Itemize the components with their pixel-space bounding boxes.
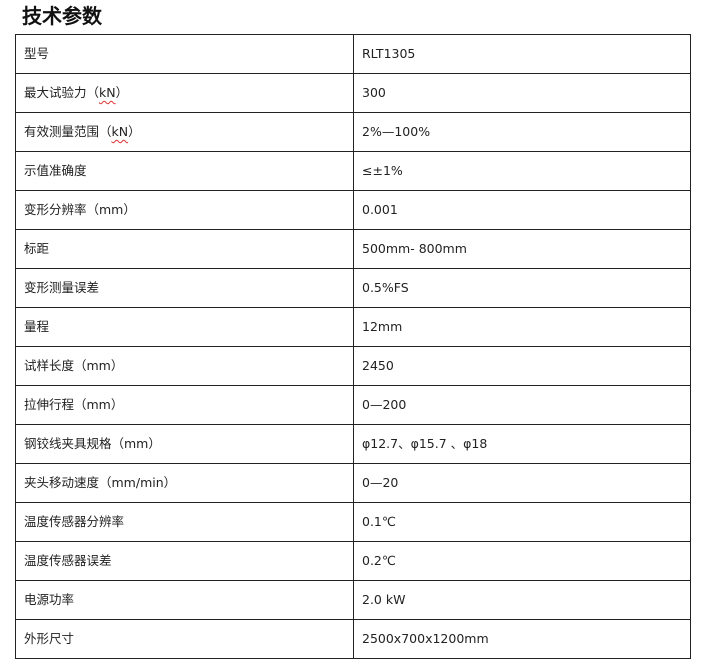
- spec-label: 试样长度（mm）: [15, 346, 354, 386]
- spec-label: 拉伸行程（mm）: [15, 385, 354, 425]
- spec-label: 电源功率: [15, 580, 354, 620]
- spec-row: 拉伸行程（mm） 0—200: [15, 385, 691, 425]
- spec-label: 夹头移动速度（mm/min）: [15, 463, 354, 503]
- spec-value: RLT1305: [353, 34, 691, 74]
- section-title: 技术参数: [22, 4, 102, 28]
- spec-label: 外形尺寸: [15, 619, 354, 659]
- label-part: 最大试验力（: [24, 85, 100, 100]
- spec-row: 有效测量范围（kN） 2%—100%: [15, 112, 691, 152]
- spec-label: 温度传感器误差: [15, 541, 354, 581]
- label-part: ）: [115, 85, 129, 100]
- spec-value: 2.0 kW: [353, 580, 691, 620]
- spec-label: 示值准确度: [15, 151, 354, 191]
- spec-value: φ12.7、φ15.7 、φ18: [353, 424, 691, 464]
- spec-row: 量程 12mm: [15, 307, 691, 347]
- spec-row: 温度传感器误差 0.2℃: [15, 541, 691, 581]
- spec-table: 型号 RLT1305 最大试验力（kN） 300 有效测量范围（kN） 2%—100% 示值…: [15, 34, 691, 659]
- spec-label: 量程: [15, 307, 354, 347]
- spec-row: 夹头移动速度（mm/min） 0—20: [15, 463, 691, 503]
- spec-row: 变形测量误差 0.5%FS: [15, 268, 691, 308]
- spec-label: 变形分辨率（mm）: [15, 190, 354, 230]
- spec-value: 0.001: [353, 190, 691, 230]
- spec-label: 型号: [15, 34, 354, 74]
- spec-row: 示值准确度 ≤±1%: [15, 151, 691, 191]
- spec-row: 最大试验力（kN） 300: [15, 73, 691, 113]
- label-part: 有效测量范围（: [24, 124, 112, 139]
- spec-label: 有效测量范围（kN）: [15, 112, 354, 152]
- spec-row: 外形尺寸 2500x700x1200mm: [15, 619, 691, 659]
- spec-value: 2450: [353, 346, 691, 386]
- spec-value: 0.2℃: [353, 541, 691, 581]
- spec-label: 变形测量误差: [15, 268, 354, 308]
- spec-label: 温度传感器分辨率: [15, 502, 354, 542]
- spec-value: 0—20: [353, 463, 691, 503]
- spec-value: 2500x700x1200mm: [353, 619, 691, 659]
- spec-value: 300: [353, 73, 691, 113]
- spec-value: 0.1℃: [353, 502, 691, 542]
- spec-value: ≤±1%: [353, 151, 691, 191]
- spec-row: 温度传感器分辨率 0.1℃: [15, 502, 691, 542]
- unit-text: kN: [111, 124, 129, 139]
- spec-value: 12mm: [353, 307, 691, 347]
- spec-label: 最大试验力（kN）: [15, 73, 354, 113]
- spec-value: 2%—100%: [353, 112, 691, 152]
- spec-row: 钢铰线夹具规格（mm） φ12.7、φ15.7 、φ18: [15, 424, 691, 464]
- spec-row: 变形分辨率（mm） 0.001: [15, 190, 691, 230]
- spec-value: 0.5%FS: [353, 268, 691, 308]
- unit-text: kN: [99, 85, 116, 100]
- spec-value: 0—200: [353, 385, 691, 425]
- label-part: ）: [128, 124, 141, 139]
- spec-row: 标距 500mm- 800mm: [15, 229, 691, 269]
- spec-value: 500mm- 800mm: [353, 229, 691, 269]
- spec-row: 电源功率 2.0 kW: [15, 580, 691, 620]
- spec-row: 型号 RLT1305: [15, 34, 691, 74]
- spec-label: 标距: [15, 229, 354, 269]
- spec-label: 钢铰线夹具规格（mm）: [15, 424, 354, 464]
- spec-row: 试样长度（mm） 2450: [15, 346, 691, 386]
